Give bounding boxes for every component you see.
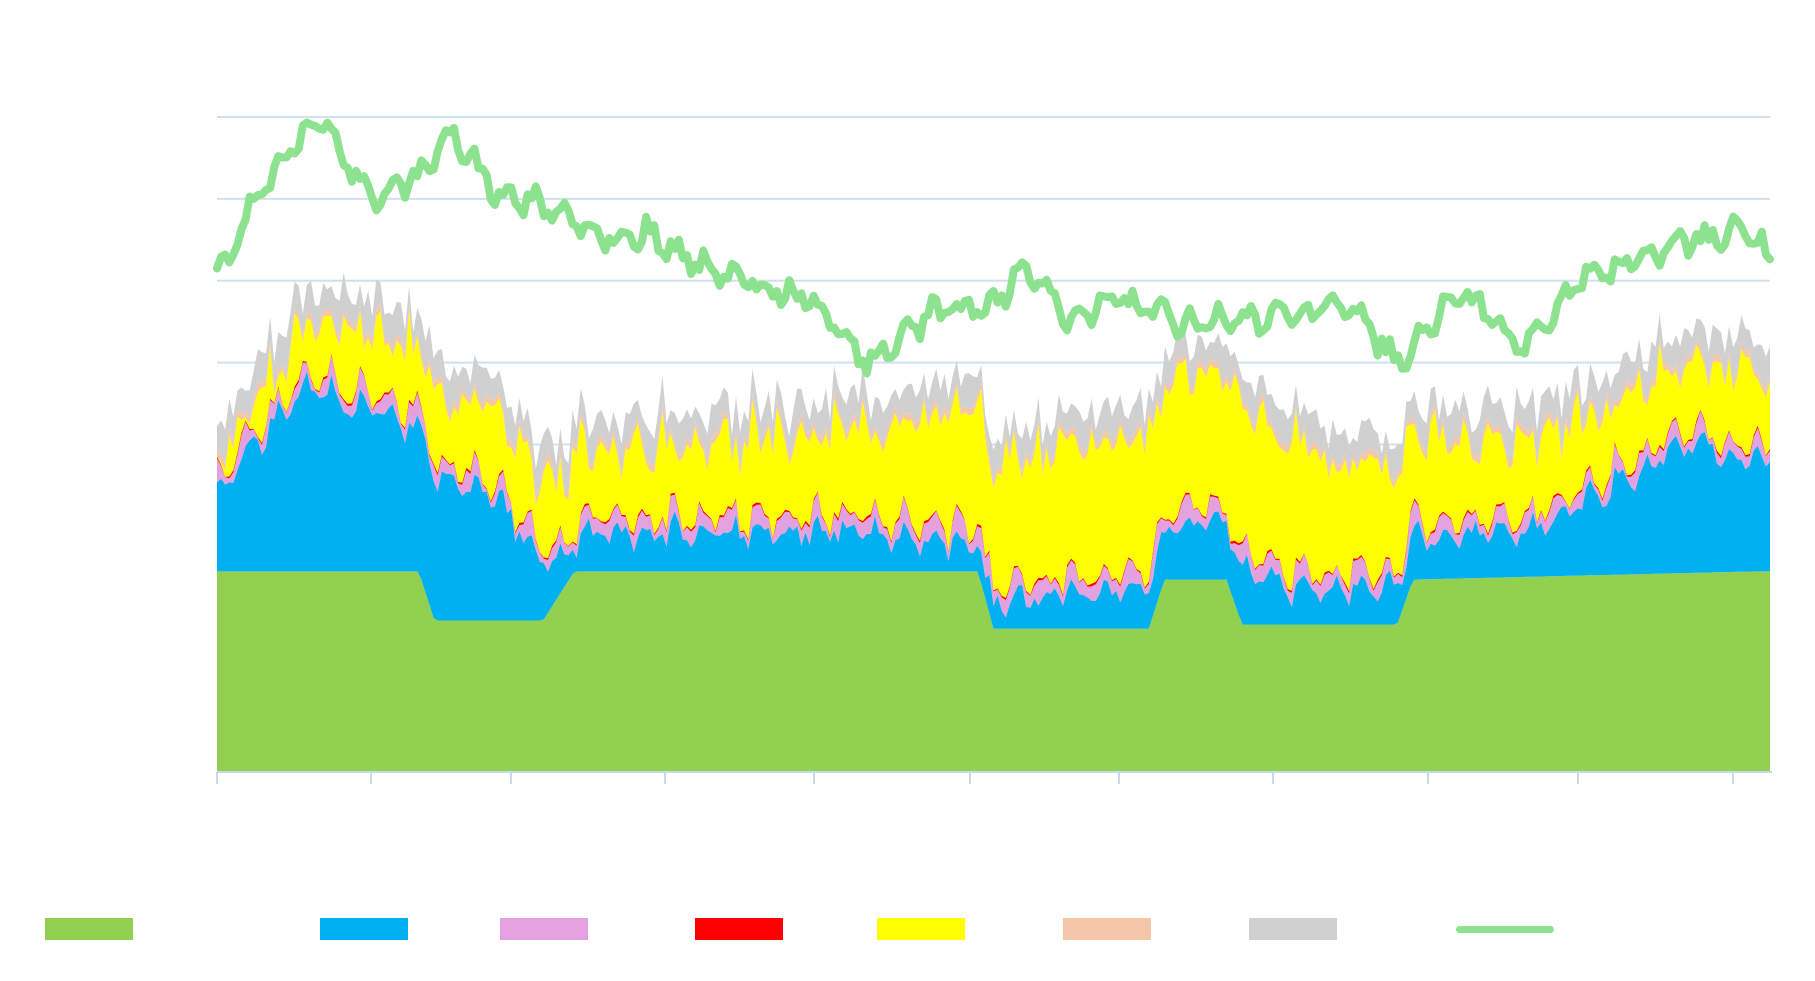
stacked-areas [217, 272, 1770, 772]
area-series-7 [217, 272, 1770, 499]
line-series-path [213, 118, 1774, 378]
x-axis [216, 771, 1772, 784]
area-series-1 [217, 571, 1770, 772]
area-series-2 [217, 371, 1770, 629]
line-series [213, 118, 1774, 378]
area-series-5 [217, 310, 1770, 598]
